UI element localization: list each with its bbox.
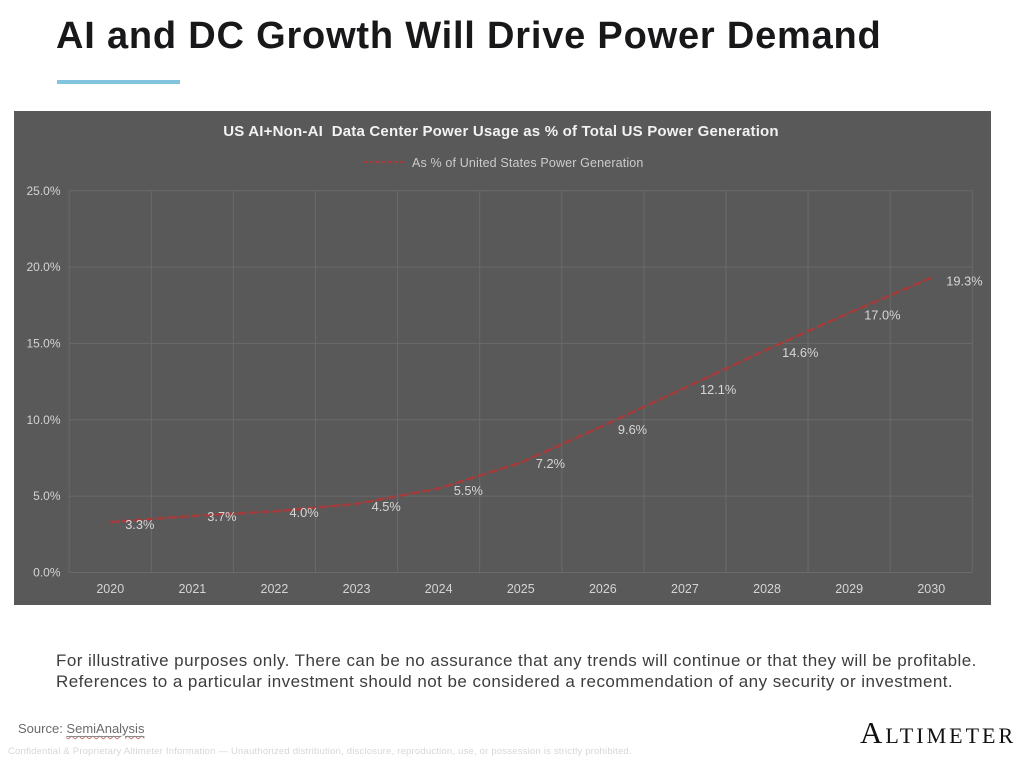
- svg-text:As % of United States Power Ge: As % of United States Power Generation: [412, 156, 644, 170]
- svg-text:2023: 2023: [343, 582, 371, 596]
- svg-text:2029: 2029: [835, 582, 863, 596]
- svg-text:14.6%: 14.6%: [782, 345, 818, 360]
- svg-text:4.5%: 4.5%: [372, 499, 401, 514]
- svg-text:5.0%: 5.0%: [33, 489, 61, 503]
- svg-text:2027: 2027: [671, 582, 699, 596]
- svg-text:3.3%: 3.3%: [125, 517, 154, 532]
- svg-text:3.7%: 3.7%: [207, 509, 236, 524]
- svg-text:2020: 2020: [96, 582, 124, 596]
- svg-text:2021: 2021: [178, 582, 206, 596]
- svg-text:10.0%: 10.0%: [26, 413, 60, 427]
- svg-text:2022: 2022: [261, 582, 289, 596]
- svg-text:2026: 2026: [589, 582, 617, 596]
- svg-text:2025: 2025: [507, 582, 535, 596]
- svg-text:2030: 2030: [917, 582, 945, 596]
- svg-text:12.1%: 12.1%: [700, 382, 736, 397]
- svg-text:19.3%: 19.3%: [946, 274, 982, 289]
- svg-text:9.6%: 9.6%: [618, 422, 647, 437]
- svg-text:4.0%: 4.0%: [290, 505, 319, 520]
- svg-text:5.5%: 5.5%: [454, 483, 483, 498]
- svg-text:2024: 2024: [425, 582, 453, 596]
- svg-text:2028: 2028: [753, 582, 781, 596]
- svg-text:15.0%: 15.0%: [26, 336, 60, 350]
- svg-text:7.2%: 7.2%: [536, 456, 565, 471]
- svg-text:US AI+Non-AI Data Center Powe: US AI+Non-AI Data Center Power Usage as …: [223, 123, 779, 140]
- svg-text:25.0%: 25.0%: [26, 184, 60, 198]
- svg-text:17.0%: 17.0%: [864, 308, 900, 323]
- svg-text:0.0%: 0.0%: [33, 566, 61, 580]
- svg-text:20.0%: 20.0%: [26, 260, 60, 274]
